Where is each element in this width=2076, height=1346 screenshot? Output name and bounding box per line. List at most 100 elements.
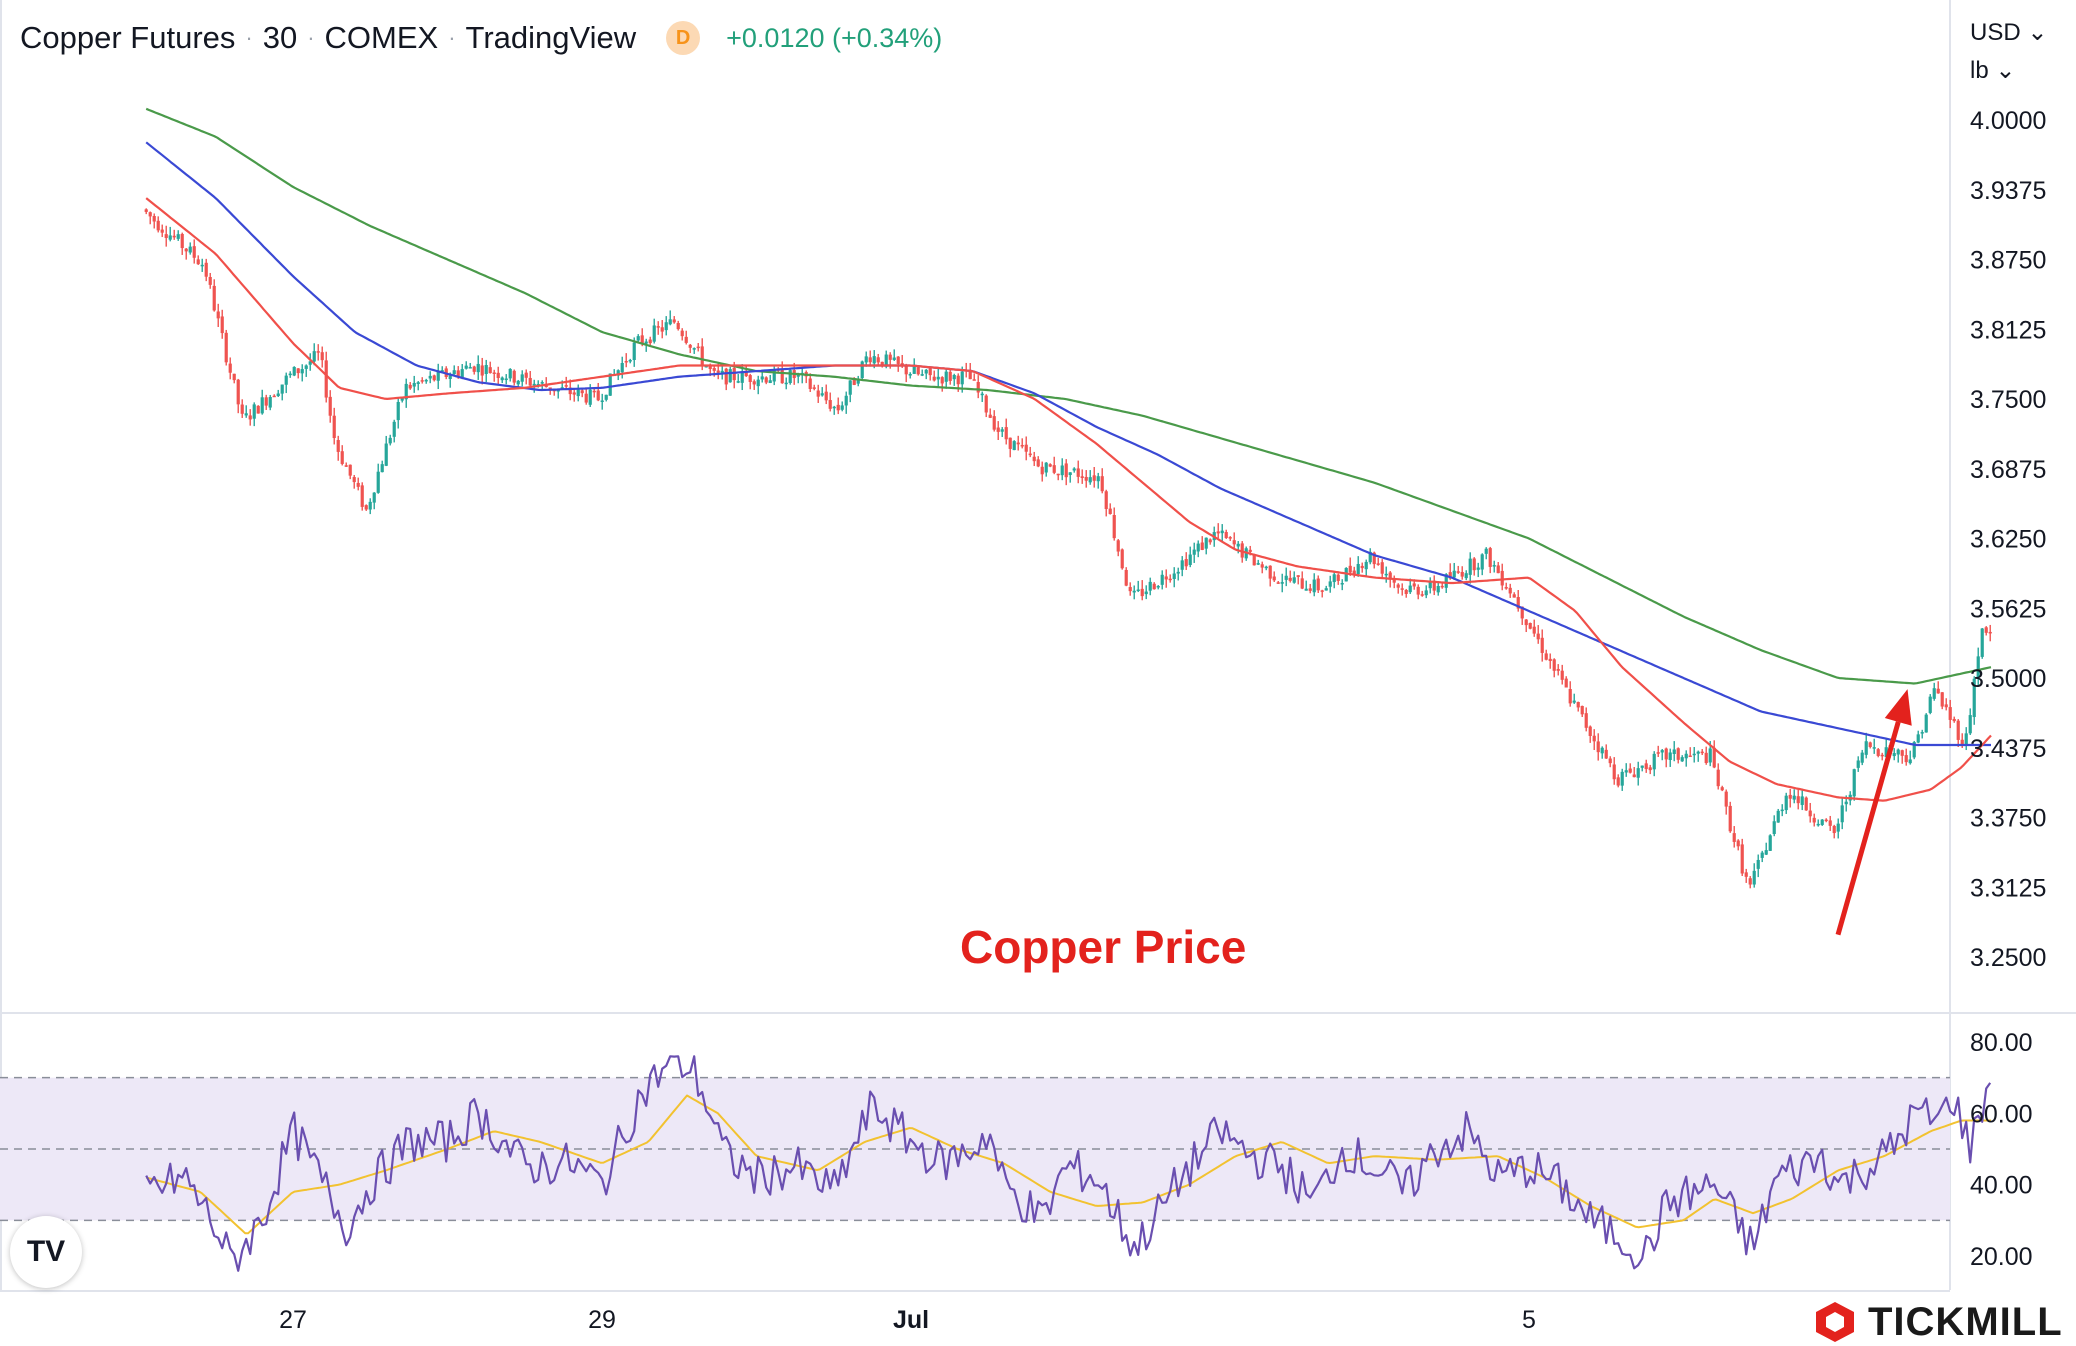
candle-body bbox=[1288, 577, 1292, 581]
candle-body bbox=[1368, 551, 1372, 563]
candle-body bbox=[1352, 570, 1356, 575]
candle-body bbox=[736, 381, 740, 383]
trend-arrow-head bbox=[1884, 689, 1912, 726]
candle-body bbox=[384, 443, 388, 466]
candle-body bbox=[724, 368, 728, 385]
candle-body bbox=[1764, 850, 1768, 855]
candle-body bbox=[876, 357, 880, 363]
candle-body bbox=[1584, 713, 1588, 728]
candle-body bbox=[1264, 566, 1268, 569]
candle-body bbox=[836, 404, 840, 411]
chart-annotation: Copper Price bbox=[960, 921, 1247, 973]
candle-body bbox=[580, 390, 584, 394]
candle-body bbox=[960, 371, 964, 385]
candle-body bbox=[1632, 774, 1636, 778]
rsi-tick-label: 20.00 bbox=[1970, 1243, 2033, 1271]
candle-body bbox=[1476, 567, 1480, 570]
tradingview-logo[interactable]: TV bbox=[10, 1216, 82, 1288]
candle-body bbox=[1780, 809, 1784, 812]
candle-body bbox=[940, 377, 944, 384]
candle-body bbox=[1228, 537, 1232, 539]
interval-label[interactable]: 30 bbox=[262, 20, 298, 55]
candle-body bbox=[452, 370, 456, 375]
time-tick-label: 29 bbox=[588, 1306, 616, 1334]
candle-body bbox=[564, 385, 568, 387]
candle-body bbox=[1256, 563, 1260, 565]
candle-body bbox=[1152, 583, 1156, 590]
candle-body bbox=[1624, 770, 1628, 773]
candle-body bbox=[1064, 463, 1068, 478]
candle-body bbox=[1104, 491, 1108, 510]
currency-selector[interactable]: USD ⌄ bbox=[1970, 19, 2048, 46]
candle-body bbox=[1024, 444, 1028, 452]
candle-body bbox=[1936, 688, 1940, 694]
candle-body bbox=[352, 477, 356, 483]
candle-body bbox=[944, 371, 948, 382]
candle-body bbox=[440, 370, 444, 372]
candle-body bbox=[1524, 619, 1528, 626]
candle-body bbox=[1300, 578, 1304, 589]
time-tick-label: 5 bbox=[1522, 1306, 1536, 1334]
candle-body bbox=[460, 369, 464, 378]
candle-body bbox=[196, 259, 200, 265]
candle-body bbox=[1548, 658, 1552, 661]
candle-body bbox=[260, 397, 264, 414]
candle-body bbox=[912, 366, 916, 374]
candle-body bbox=[572, 392, 576, 395]
candle-body bbox=[576, 389, 580, 397]
candle-body bbox=[1356, 563, 1360, 575]
candle-body bbox=[784, 382, 788, 385]
candle-body bbox=[1808, 810, 1812, 817]
rsi-tick-label: 80.00 bbox=[1970, 1029, 2033, 1057]
candle-body bbox=[840, 405, 844, 410]
candle-body bbox=[1900, 750, 1904, 756]
candle-body bbox=[408, 384, 412, 389]
candle-body bbox=[464, 365, 468, 369]
candle-body bbox=[920, 374, 924, 376]
candle-body bbox=[1160, 574, 1164, 585]
candle-body bbox=[900, 363, 904, 365]
separator-dot: · bbox=[245, 25, 253, 50]
candle-body bbox=[1832, 825, 1836, 834]
candle-body bbox=[1800, 796, 1804, 805]
candle-body bbox=[1196, 543, 1200, 552]
candle-body bbox=[1392, 578, 1396, 583]
candle-body bbox=[1732, 833, 1736, 842]
candle-body bbox=[200, 264, 204, 267]
candle-body bbox=[268, 397, 272, 408]
candle-body bbox=[472, 366, 476, 372]
candle-body bbox=[760, 376, 764, 380]
rsi-tick-label: 40.00 bbox=[1970, 1172, 2033, 1200]
unit-selector[interactable]: lb ⌄ bbox=[1970, 57, 2016, 84]
candle-body bbox=[1484, 548, 1488, 554]
candle-body bbox=[1828, 820, 1832, 826]
candle-body bbox=[1712, 747, 1716, 768]
candle-body bbox=[948, 371, 952, 381]
candle-body bbox=[1376, 563, 1380, 565]
candle-body bbox=[1540, 637, 1544, 653]
candle-body bbox=[952, 374, 956, 380]
candle-body bbox=[844, 395, 848, 406]
candle-body bbox=[232, 373, 236, 381]
candle-body bbox=[1348, 565, 1352, 573]
candle-body bbox=[1572, 700, 1576, 703]
candle-body bbox=[1744, 872, 1748, 877]
candle-body bbox=[192, 246, 196, 258]
candle-body bbox=[1200, 542, 1204, 550]
source-label: TradingView bbox=[465, 20, 637, 55]
delayed-data-badge[interactable]: D bbox=[666, 21, 701, 55]
candle-body bbox=[1620, 771, 1624, 786]
candle-body bbox=[712, 368, 716, 371]
price-tick-label: 3.9375 bbox=[1970, 177, 2046, 205]
candle-body bbox=[1020, 444, 1024, 447]
candle-body bbox=[848, 380, 852, 395]
candle-body bbox=[1908, 759, 1912, 764]
candle-body bbox=[504, 378, 508, 381]
symbol-name[interactable]: Copper Futures bbox=[20, 20, 236, 55]
candle-body bbox=[1204, 537, 1208, 549]
rsi-moving-average bbox=[145, 1094, 1991, 1235]
candle-body bbox=[772, 369, 776, 382]
candle-body bbox=[1912, 742, 1916, 758]
candle-body bbox=[968, 371, 972, 380]
